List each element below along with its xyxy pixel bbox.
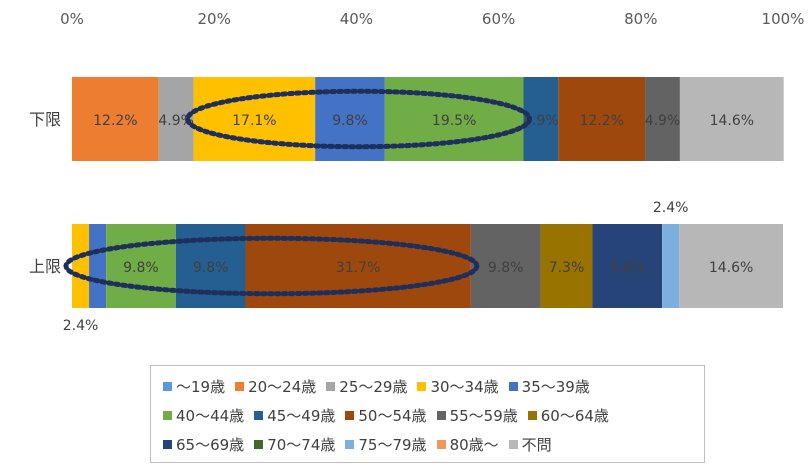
legend-swatch — [235, 382, 245, 391]
legend-item: 40～44歳 — [163, 405, 244, 426]
legend-item: 50～54歳 — [345, 405, 427, 426]
data-label: 4.9% — [645, 113, 681, 129]
legend-label: 80歳～ — [449, 436, 499, 454]
legend-item: 65～69歳 — [163, 434, 244, 455]
bar-segment — [679, 77, 784, 161]
legend-label: 60～64歳 — [540, 407, 609, 425]
x-tick-label: 20% — [198, 10, 231, 28]
bar-segment — [558, 77, 646, 161]
legend-swatch — [163, 440, 172, 449]
highlight-ellipse — [63, 235, 480, 297]
x-tick-label: 40% — [340, 10, 373, 28]
data-label: 19.5% — [432, 113, 476, 129]
data-label: 7.3% — [549, 260, 585, 276]
category-label: 上限 — [29, 257, 61, 276]
x-tick-label: 0% — [60, 10, 84, 28]
legend-label: ～19歳 — [176, 378, 226, 396]
data-label: 31.7% — [336, 260, 380, 276]
legend-label: 50～54歳 — [358, 407, 427, 425]
bar-segment — [470, 224, 541, 308]
x-tick-label: 60% — [482, 10, 515, 28]
legend-label: 65～69歳 — [176, 436, 245, 454]
data-label: 2.4% — [653, 200, 689, 216]
bar-segment — [106, 224, 176, 308]
bar-segment — [645, 77, 680, 161]
legend-item: 45～49歳 — [254, 405, 335, 426]
bar-segment — [72, 77, 159, 161]
legend-item: 25～29歳 — [326, 376, 407, 397]
legend-label: 55～59歳 — [449, 407, 518, 425]
data-label: 17.1% — [232, 113, 276, 129]
legend-swatch — [508, 440, 518, 449]
legend-label: 45～49歳 — [267, 407, 336, 425]
legend-swatch — [436, 411, 446, 420]
data-label: 9.8% — [610, 260, 646, 276]
data-label: 4.9% — [158, 113, 194, 129]
legend-swatch — [345, 440, 355, 449]
legend-swatch — [417, 382, 427, 391]
legend-item: 70～74歳 — [254, 434, 335, 455]
data-label: 9.8% — [193, 260, 229, 276]
data-label: 9.8% — [332, 113, 368, 129]
bar-segment — [540, 224, 593, 308]
data-label: 12.2% — [579, 113, 623, 129]
data-label: 2.4% — [63, 318, 99, 334]
data-label: 9.8% — [488, 260, 524, 276]
data-label: 12.2% — [93, 113, 137, 129]
legend-swatch — [254, 440, 264, 449]
data-label: 14.6% — [709, 260, 753, 276]
bar-segment — [662, 224, 680, 308]
legend: ～19歳 20～24歳 25～29歳 30～34歳 35～39歳 40～44歳 45～49歳… — [150, 365, 705, 463]
legend-row: ～19歳 20～24歳 25～29歳 30～34歳 35～39歳 — [163, 372, 704, 401]
legend-label: 不問 — [521, 436, 552, 454]
legend-swatch — [508, 382, 518, 391]
legend-label: 40～44歳 — [176, 407, 245, 425]
data-label: 9.8% — [123, 260, 159, 276]
legend-row: 65～69歳 70～74歳 75～79歳 80歳～ 不問 — [163, 430, 704, 459]
category-label: 下限 — [29, 110, 61, 129]
legend-label: 30～34歳 — [430, 378, 499, 396]
legend-swatch — [163, 382, 172, 391]
legend-item: 不問 — [508, 434, 552, 455]
highlight-ellipse — [185, 88, 532, 150]
legend-item: 20～24歳 — [235, 376, 316, 397]
legend-label: 20～24歳 — [248, 378, 317, 396]
legend-swatch — [345, 411, 355, 420]
data-label: 4.9% — [523, 113, 559, 129]
x-tick-label: 100% — [762, 10, 805, 28]
data-label: 14.6% — [710, 113, 754, 129]
bar-segment — [72, 224, 90, 308]
bar-segment — [89, 224, 107, 308]
legend-item: 55～59歳 — [436, 405, 518, 426]
x-tick-label: 80% — [624, 10, 657, 28]
legend-swatch — [436, 440, 446, 449]
legend-item: 80歳～ — [436, 434, 499, 455]
legend-label: 75～79歳 — [358, 436, 427, 454]
legend-label: 70～74歳 — [267, 436, 336, 454]
legend-item: 35～39歳 — [508, 376, 590, 397]
legend-swatch — [163, 411, 172, 420]
legend-swatch — [527, 411, 537, 420]
legend-item: 60～64歳 — [527, 405, 609, 426]
legend-label: 25～29歳 — [339, 378, 408, 396]
legend-swatch — [326, 382, 336, 391]
legend-swatch — [254, 411, 264, 420]
legend-row: 40～44歳 45～49歳 50～54歳 55～59歳 60～64歳 — [163, 401, 704, 430]
legend-item: ～19歳 — [163, 376, 225, 397]
bar-segment — [679, 224, 783, 308]
legend-label: 35～39歳 — [521, 378, 590, 396]
bar-segment — [592, 224, 663, 308]
legend-item: 75～79歳 — [345, 434, 427, 455]
legend-item: 30～34歳 — [417, 376, 499, 397]
